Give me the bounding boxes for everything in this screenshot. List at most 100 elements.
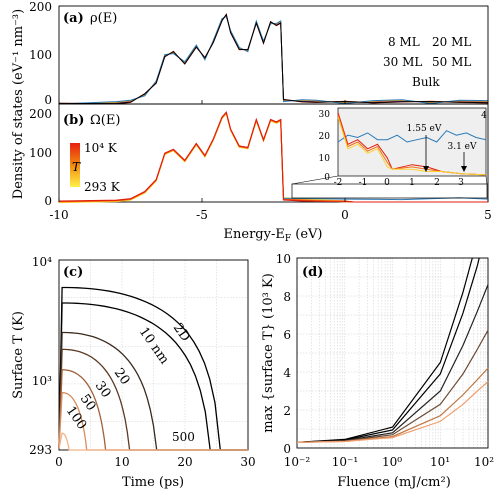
b-ytick-100: 100 xyxy=(29,146,52,160)
inset-ytick-0: 0 xyxy=(324,173,330,183)
dos-curve-8-ml xyxy=(58,14,489,105)
temp-curve-500 xyxy=(58,432,248,451)
a-ytick-100: 100 xyxy=(29,48,52,62)
c-x-axis-title: Time (ps) xyxy=(122,475,184,490)
inset-xtick-0: 0 xyxy=(384,178,390,188)
panel-c-label: (c) xyxy=(63,265,83,280)
dos-curve-50-ml xyxy=(58,15,489,105)
panel-a: (a) ρ(E) 200 100 0 8 ML 20 ML 30 ML 50 M… xyxy=(29,0,489,107)
d-y-axis-title: max {surface T} (10³ K) xyxy=(261,273,276,433)
b-ytick-200: 200 xyxy=(29,107,52,121)
temp-curve-2d xyxy=(58,286,248,451)
inset-xtick-4: 4 xyxy=(481,111,487,121)
inset-ytick-30: 30 xyxy=(319,110,331,120)
top-xtick-0: 0 xyxy=(341,208,349,222)
dos-curve-20-ml xyxy=(58,15,489,105)
curve-label-500: 500 xyxy=(172,430,195,444)
d-ytick-0: 0 xyxy=(283,442,291,456)
colorbar-t-label: T xyxy=(72,160,81,174)
panel-a-frame xyxy=(58,5,489,105)
inset-xtick-1: 1 xyxy=(409,178,415,188)
inset-xtick-2: 2 xyxy=(434,178,440,188)
c-ytick-1e3: 10³ xyxy=(32,374,52,388)
inset-xtick-3: 3 xyxy=(458,178,464,188)
dos-curve-bulk xyxy=(58,13,489,105)
top-xtick-5: 5 xyxy=(484,208,492,222)
d-xtick-1e-2: 10⁻² xyxy=(284,455,311,469)
arrowhead-3p1ev xyxy=(461,166,467,172)
top-xtick-m5: -5 xyxy=(196,208,208,222)
d-xtick-1e1: 10¹ xyxy=(430,455,450,469)
temp-curve-10-nm xyxy=(58,302,248,451)
panel-d-frame xyxy=(296,257,489,449)
panel-a-label: (a) xyxy=(63,11,84,26)
panel-c-grid xyxy=(59,260,248,450)
d-ytick-4: 4 xyxy=(283,366,291,380)
inset-series xyxy=(337,112,487,176)
temp-curve-20 xyxy=(58,331,248,451)
c-ytick-1e4: 10⁴ xyxy=(32,255,52,269)
legend-20ml: 20 ML xyxy=(432,35,471,49)
top-xlabel-sub: F xyxy=(285,234,291,244)
top-x-axis-title: Energy-EF (eV) xyxy=(224,227,323,244)
d-xtick-1e0: 10⁰ xyxy=(382,455,402,469)
fluence-curve-5 xyxy=(296,381,489,443)
top-y-axis-title: Density of states (eV⁻¹ nm⁻³) xyxy=(11,9,26,199)
c-xtick-30: 30 xyxy=(240,455,255,469)
panel-c: (c) 10⁴ 10³ 293 0 10 20 30 Time (ps) Sur… xyxy=(11,255,256,490)
temperature-colorbar xyxy=(70,143,80,187)
c-y-axis-title: Surface T (K) xyxy=(11,311,26,399)
c-xtick-0: 0 xyxy=(55,455,63,469)
panel-d-series xyxy=(296,257,489,443)
d-ytick-2: 2 xyxy=(283,404,291,418)
temp-curve-100 xyxy=(58,392,248,451)
temp-curve-30 xyxy=(58,348,248,451)
dos-curve-30-ml xyxy=(58,13,489,105)
inset: 30 20 10 0 -2 -1 0 1 2 3 4 1.55 eV 3.1 e… xyxy=(319,107,487,188)
fluence-curve-0 xyxy=(296,257,473,443)
panel-c-series xyxy=(58,286,248,451)
temp-curve-50 xyxy=(58,369,248,451)
panel-a-title: ρ(E) xyxy=(90,11,117,26)
panel-b-frame xyxy=(58,103,489,203)
top-xtick-m10: -10 xyxy=(49,208,68,222)
d-xtick-1e2: 10² xyxy=(474,455,494,469)
colorbar-bottom-label: 293 K xyxy=(84,180,121,194)
a-ytick-0: 0 xyxy=(44,93,52,107)
c-xtick-20: 20 xyxy=(177,455,192,469)
panel-d: (d) 10 8 6 4 2 0 10⁻² 10⁻¹ 10⁰ 10¹ 10² F… xyxy=(261,252,494,490)
d-x-axis-title: Fluence (mJ/cm²) xyxy=(337,475,451,490)
c-xtick-10: 10 xyxy=(114,455,129,469)
inset-xtick-m1: -1 xyxy=(359,178,368,188)
fluence-curve-3 xyxy=(296,329,489,443)
d-ytick-10: 10 xyxy=(276,252,291,266)
d-xtick-1e-1: 10⁻¹ xyxy=(332,455,358,469)
arrowhead-1p55ev xyxy=(423,166,429,172)
inset-xtick-m2: -2 xyxy=(334,178,343,188)
legend-bulk: Bulk xyxy=(412,75,440,89)
legend-50ml: 50 ML xyxy=(432,55,471,69)
panel-b-title: Ω(E) xyxy=(90,113,120,128)
panel-b-label: (b) xyxy=(63,113,84,128)
inset-blue-curve xyxy=(337,130,487,143)
c-ytick-293: 293 xyxy=(29,443,52,457)
curve-label-10nm: 10 nm xyxy=(136,325,172,367)
b-ytick-0: 0 xyxy=(44,194,52,208)
a-ytick-200: 200 xyxy=(29,0,52,14)
top-xlabel-unit: (eV) xyxy=(291,227,322,242)
panel-b: (b) Ω(E) 200 100 0 10⁴ K T 293 K 30 20 1… xyxy=(29,103,489,208)
zoom-connector-left xyxy=(291,175,339,185)
omega-curve xyxy=(58,111,488,203)
curve-label-2d: 2D xyxy=(170,321,193,345)
zoom-connector-right xyxy=(485,175,488,185)
panel-d-label: (d) xyxy=(302,265,323,280)
legend-30ml: 30 ML xyxy=(383,55,422,69)
annotation-3p1ev: 3.1 eV xyxy=(448,142,478,152)
inset-omega-curve xyxy=(337,116,487,176)
panel-a-series xyxy=(58,13,489,105)
d-ytick-8: 8 xyxy=(283,290,291,304)
colorbar-top-label: 10⁴ K xyxy=(84,141,118,155)
d-ytick-6: 6 xyxy=(283,328,291,342)
top-xlabel-main: Energy-E xyxy=(224,227,285,242)
